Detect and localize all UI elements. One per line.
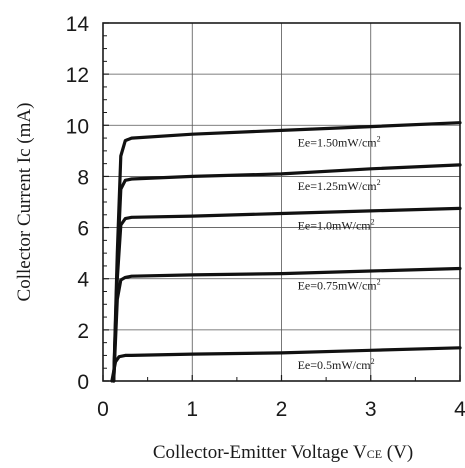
curve-label-1: Ee=1.50mW/cm2 — [298, 134, 381, 149]
y-tick-label: 12 — [66, 64, 89, 87]
curve-label-2: Ee=1.25mW/cm2 — [298, 178, 381, 193]
y-tick-label: 14 — [66, 13, 90, 36]
y-tick-label: 8 — [77, 166, 89, 189]
y-tick-label: 2 — [77, 320, 89, 343]
series-line-1 — [112, 121, 462, 383]
curve-labels: Ee=1.50mW/cm2 Ee=1.25mW/cm2 Ee=1.0mW/cm2 Ee… — [298, 134, 381, 371]
x-tick-label: 4 — [454, 398, 465, 421]
curve-label-4: Ee=0.75mW/cm2 — [298, 278, 381, 293]
y-tick-label: 6 — [77, 218, 89, 241]
x-tick-label: 2 — [276, 398, 288, 421]
series-line-5 — [110, 346, 462, 383]
tick-marks — [102, 22, 461, 382]
curve-label-3: Ee=1.0mW/cm2 — [298, 218, 375, 233]
curve-label-5: Ee=0.5mW/cm2 — [298, 357, 375, 372]
x-tick-label: 3 — [365, 398, 377, 421]
grid — [103, 23, 460, 381]
series-lines — [110, 121, 462, 383]
x-tick-label: 0 — [97, 398, 109, 421]
series-line-3 — [112, 206, 462, 383]
series-line-4 — [112, 266, 462, 383]
x-tick-label: 1 — [186, 398, 198, 421]
x-axis-title: Collector-Emitter Voltage VCE (V) — [153, 442, 413, 463]
y-axis-title: Collector Current Ic (mA) — [14, 103, 35, 302]
y-tick-label: 10 — [66, 115, 89, 138]
y-tick-label: 4 — [77, 269, 89, 292]
y-tick-label: 0 — [77, 371, 89, 394]
